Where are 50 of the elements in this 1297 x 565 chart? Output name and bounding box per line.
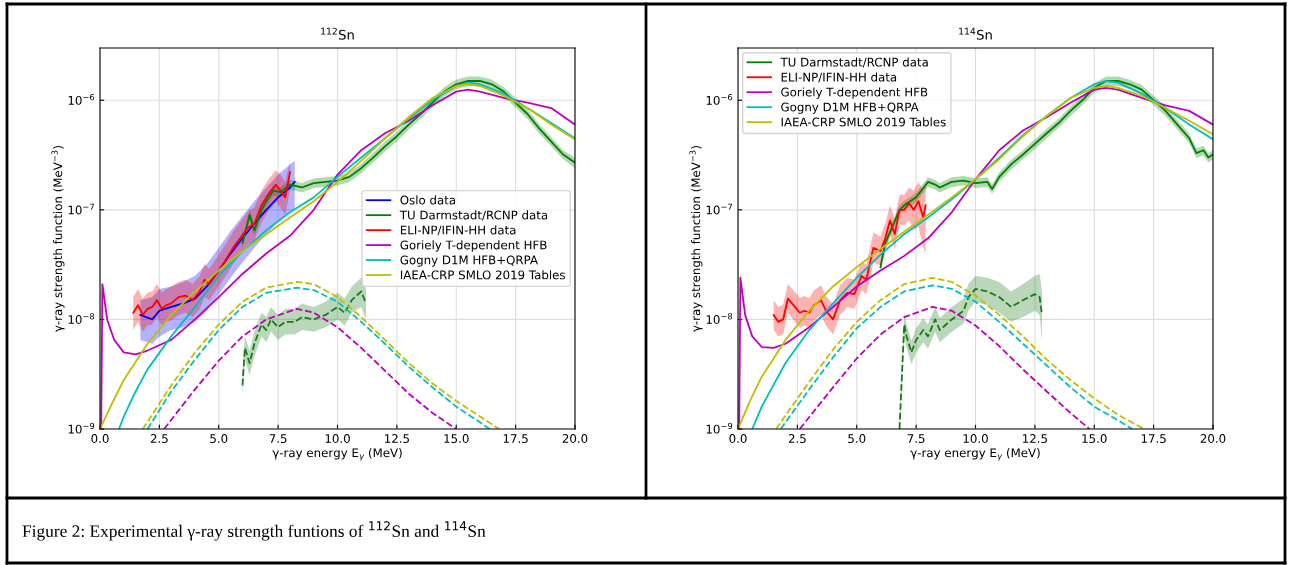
- x-tick-label: 20.0: [1200, 434, 1226, 443]
- x-tick-label: 10.0: [325, 434, 350, 443]
- x-tick-label: 12.5: [1023, 434, 1047, 443]
- line-series: [798, 306, 1091, 429]
- x-tick-label: 20.0: [562, 434, 588, 443]
- legend-label: Oslo data: [400, 195, 456, 205]
- x-tick-label: 7.5: [907, 434, 925, 443]
- x-tick-label: 2.5: [788, 434, 806, 443]
- x-tick-label: 5.0: [848, 434, 866, 443]
- y-tick-label: 10$^{−6}$: [706, 94, 733, 105]
- x-axis-title: γ-ray energy E$_{γ}$ (MeV): [910, 448, 1040, 461]
- y-tick-label: 10$^{−9}$: [706, 422, 733, 434]
- x-tick-label: 17.5: [503, 434, 528, 443]
- legend-label: Goriely T-dependent HFB: [781, 87, 928, 99]
- caption: Figure 2: Experimental γ-ray strength funtions of $^{112}$Sn and $^{114}$Sn: [22, 521, 486, 541]
- legend-label: IAEA-CRP SMLO 2019 Tables: [400, 270, 565, 280]
- y-tick-label: 10$^{−7}$: [706, 203, 733, 215]
- line-series: [132, 171, 291, 316]
- y-tick-label: 10$^{−8}$: [706, 313, 733, 324]
- chart-title: $^{114}$Sn: [959, 27, 992, 40]
- x-tick-label: 5.0: [210, 434, 228, 443]
- line-series: [163, 307, 458, 429]
- x-tick-label: 7.5: [269, 434, 287, 443]
- legend-label: TU Darmstadt/RCNP data: [399, 210, 548, 221]
- x-tick-label: 0.0: [91, 434, 109, 443]
- chart-title: $^{112}$Sn: [321, 27, 354, 40]
- legend-label: Gogny D1M HFB+QRPA: [400, 255, 538, 267]
- x-tick-label: 17.5: [1141, 434, 1166, 443]
- legend-label: ELI-NP/IFIN-HH data: [781, 72, 897, 83]
- x-tick-label: 15.0: [1082, 434, 1107, 443]
- x-tick-label: 2.5: [150, 434, 168, 443]
- y-tick-label: 10$^{−8}$: [68, 313, 95, 324]
- line-series: [139, 180, 296, 321]
- y-tick-label: 10$^{−6}$: [68, 94, 95, 105]
- y-tick-label: 10$^{−7}$: [68, 203, 95, 215]
- y-axis-title: γ-ray strength function (MeV$^{−3}$): [51, 145, 65, 332]
- y-tick-label: 10$^{−9}$: [68, 422, 95, 434]
- line-series: [241, 290, 367, 387]
- line-series: [772, 200, 927, 323]
- x-tick-label: 15.0: [444, 434, 469, 443]
- legend-label: TU Darmstadt/RCNP data: [780, 57, 928, 68]
- legend-label: IAEA-CRP SMLO 2019 Tables: [781, 117, 946, 127]
- x-tick-label: 10.0: [963, 434, 988, 443]
- legend-label: ELI-NP/IFIN-HH data: [400, 225, 516, 236]
- y-axis-title: γ-ray strength function (MeV$^{−3}$): [689, 145, 703, 332]
- x-tick-label: 0.0: [729, 434, 747, 443]
- x-axis-title: γ-ray energy E$_{γ}$ (MeV): [272, 448, 402, 461]
- legend-label: Gogny D1M HFB+QRPA: [781, 102, 919, 114]
- legend-label: Goriely T-dependent HFB: [400, 240, 547, 252]
- x-tick-label: 12.5: [385, 434, 409, 443]
